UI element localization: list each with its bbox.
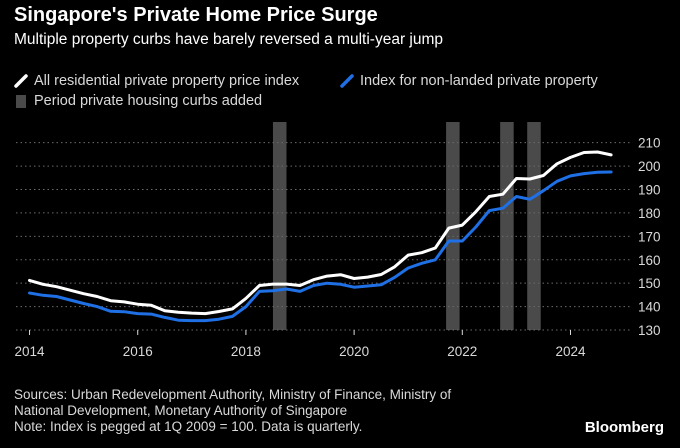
- source-line-1: Sources: Urban Redevelopment Authority, …: [14, 387, 452, 402]
- y-tick-label: 170: [638, 229, 661, 244]
- x-tick-label: 2014: [15, 344, 46, 359]
- x-tick-label: 2024: [555, 344, 586, 359]
- x-tick-label: 2022: [447, 344, 477, 359]
- x-tick-label: 2016: [123, 344, 153, 359]
- source-line-2: National Development, Monetary Authority…: [14, 403, 348, 418]
- legend-swatch-white: [14, 74, 28, 88]
- y-tick-label: 200: [638, 159, 661, 174]
- legend-swatch-blue: [340, 74, 354, 88]
- x-axis: 2014 2016 2018 2020 2022 2024: [15, 330, 586, 359]
- legend-item-all-residential: All residential private property price i…: [14, 73, 299, 89]
- legend-label-non-landed: Index for non-landed private property: [360, 73, 598, 89]
- data-note: Note: Index is pegged at 1Q 2009 = 100. …: [14, 419, 363, 434]
- x-tick-label: 2020: [339, 344, 369, 359]
- y-tick-label: 130: [638, 323, 661, 338]
- legend-item-non-landed: Index for non-landed private property: [340, 73, 598, 89]
- curb-band-1: [272, 122, 287, 330]
- y-axis: 130 140 150 160 170 180 190 200 210: [638, 136, 661, 338]
- y-tick-label: 210: [638, 136, 661, 151]
- x-tick-label: 2018: [231, 344, 261, 359]
- chart-title: Singapore's Private Home Price Surge: [14, 4, 378, 26]
- legend-swatch-gray: [16, 94, 26, 108]
- y-tick-label: 160: [638, 253, 661, 268]
- chart-subtitle: Multiple property curbs have barely reve…: [14, 31, 444, 48]
- y-tick-label: 140: [638, 300, 661, 315]
- y-tick-label: 190: [638, 183, 661, 198]
- y-tick-label: 180: [638, 206, 661, 221]
- curb-band-4: [527, 122, 541, 330]
- sources-note: Sources: Urban Redevelopment Authority, …: [14, 387, 451, 435]
- series-line-non-landed: [28, 170, 613, 323]
- series-lines: [28, 150, 613, 323]
- y-tick-label: 150: [638, 276, 661, 291]
- legend-item-curbs: Period private housing curbs added: [14, 93, 262, 109]
- legend-label-all-residential: All residential private property price i…: [34, 73, 300, 89]
- bloomberg-logo: Bloomberg: [584, 419, 664, 436]
- curb-bands: [272, 122, 541, 330]
- series-line-all-residential: [28, 150, 613, 316]
- curb-band-3: [500, 122, 514, 330]
- legend-label-curbs: Period private housing curbs added: [34, 93, 263, 109]
